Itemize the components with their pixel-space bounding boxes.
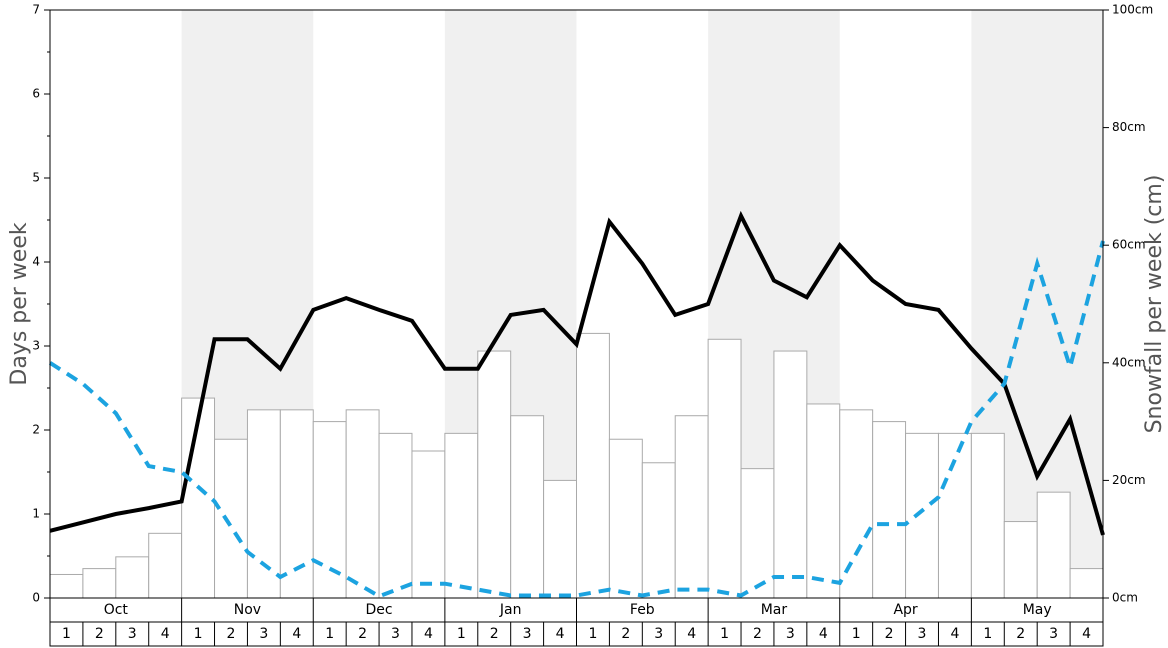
bar — [806, 403, 841, 599]
x-tick-label: 4 — [424, 626, 433, 642]
month-label: Mar — [761, 602, 788, 618]
y-tick-label: 0 — [32, 591, 40, 605]
month-label: Oct — [104, 602, 129, 618]
x-tick-label: 1 — [852, 626, 861, 642]
x-tick-label: 3 — [259, 626, 268, 642]
x-tick-label: 2 — [885, 626, 894, 642]
x-tick-label: 3 — [654, 626, 663, 642]
x-tick-label: 4 — [556, 626, 565, 642]
x-tick-label: 2 — [95, 626, 104, 642]
bar — [839, 409, 874, 599]
bar — [181, 397, 216, 599]
bar — [148, 532, 183, 599]
bar — [345, 409, 380, 599]
y2-tick-label: 80cm — [1112, 120, 1146, 134]
bar — [1069, 568, 1104, 599]
x-tick-label: 3 — [391, 626, 400, 642]
bar — [444, 432, 479, 599]
y2-tick-label: 0cm — [1112, 591, 1138, 605]
x-tick-label: 4 — [687, 626, 696, 642]
month-label: Feb — [630, 602, 655, 618]
bar — [411, 450, 446, 599]
x-tick-label: 3 — [786, 626, 795, 642]
month-label: Apr — [893, 602, 917, 618]
y2-tick-label: 40cm — [1112, 355, 1146, 369]
y2-tick-label: 20cm — [1112, 473, 1146, 487]
month-label: Dec — [366, 602, 393, 618]
bar — [1003, 521, 1038, 599]
bar — [872, 421, 907, 599]
month-label: May — [1023, 602, 1052, 618]
y-tick-label: 3 — [32, 339, 40, 353]
y-tick-label: 1 — [32, 507, 40, 521]
bar — [608, 438, 643, 599]
bar — [937, 432, 972, 599]
bar — [1036, 491, 1071, 599]
x-tick-label: 2 — [490, 626, 499, 642]
bar — [378, 432, 413, 599]
x-tick-label: 2 — [227, 626, 236, 642]
bar — [543, 479, 577, 599]
x-tick-label: 1 — [983, 626, 992, 642]
y-tick-label: 6 — [32, 87, 40, 101]
bar — [674, 415, 709, 599]
x-tick-label: 3 — [523, 626, 532, 642]
x-tick-label: 2 — [358, 626, 367, 642]
x-tick-label: 1 — [194, 626, 203, 642]
bar — [115, 556, 150, 599]
x-tick-label: 4 — [161, 626, 170, 642]
bar — [576, 332, 610, 599]
x-tick-label: 4 — [950, 626, 959, 642]
line — [49, 210, 1105, 536]
bar — [312, 421, 347, 599]
bar — [510, 415, 545, 599]
x-tick-label: 1 — [457, 626, 466, 642]
bar — [214, 438, 248, 599]
month-label: Jan — [499, 602, 522, 618]
y2-axis-label: Snowfall per week (cm) — [1142, 175, 1167, 434]
x-tick-label: 1 — [325, 626, 334, 642]
bar — [707, 338, 742, 599]
bar — [740, 468, 775, 599]
bar — [905, 432, 939, 599]
x-tick-label: 4 — [1082, 626, 1091, 642]
bar — [246, 409, 281, 599]
y-axis-label: Days per week — [7, 222, 32, 385]
y-tick-label: 5 — [32, 171, 40, 185]
x-tick-label: 4 — [292, 626, 301, 642]
y-tick-label: 7 — [32, 3, 40, 17]
x-tick-label: 2 — [1016, 626, 1025, 642]
x-tick-label: 3 — [128, 626, 137, 642]
bar — [773, 350, 808, 599]
x-tick-label: 1 — [588, 626, 597, 642]
x-tick-label: 3 — [1049, 626, 1058, 642]
y-tick-label: 2 — [32, 423, 40, 437]
x-tick-label: 3 — [918, 626, 927, 642]
y-tick-label: 4 — [32, 255, 40, 269]
dashed-line — [48, 240, 1105, 599]
bar — [641, 462, 676, 599]
x-tick-label: 1 — [720, 626, 729, 642]
month-label: Nov — [234, 602, 261, 618]
bar — [82, 568, 117, 599]
x-tick-label: 2 — [753, 626, 762, 642]
bar — [49, 573, 84, 599]
bar — [970, 432, 1005, 599]
bar — [477, 350, 512, 599]
y2-tick-label: 100cm — [1112, 3, 1153, 17]
x-tick-label: 2 — [621, 626, 630, 642]
y2-tick-label: 60cm — [1112, 238, 1146, 252]
x-tick-label: 1 — [62, 626, 71, 642]
x-tick-label: 4 — [819, 626, 828, 642]
